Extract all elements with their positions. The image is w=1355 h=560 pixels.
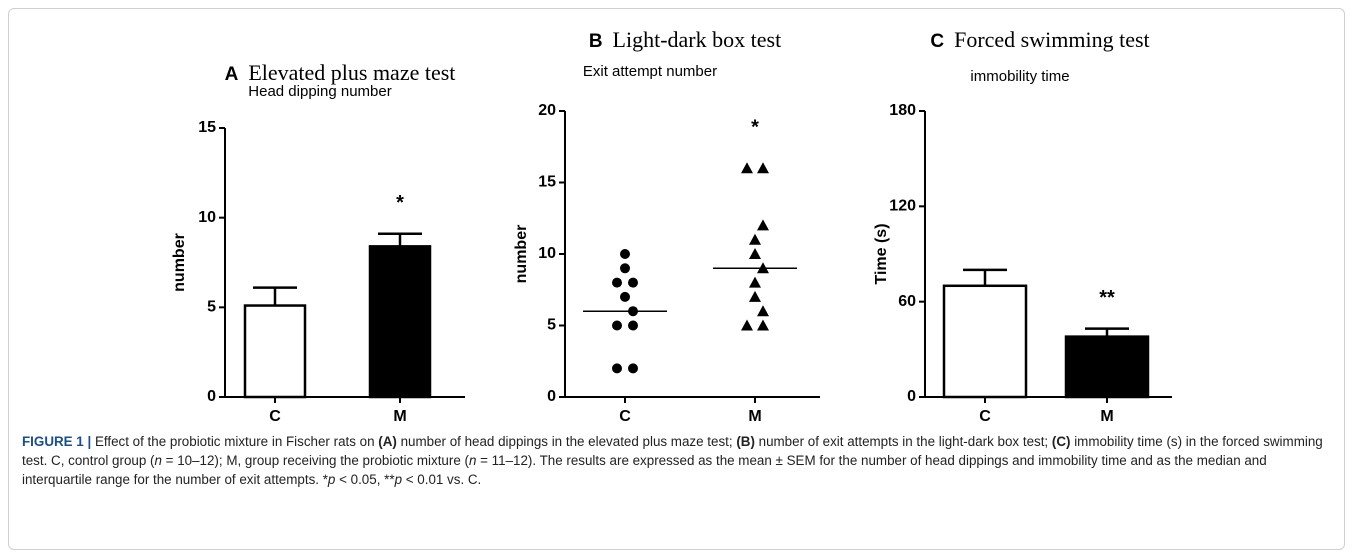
bar — [1064, 335, 1150, 399]
data-point — [620, 263, 630, 274]
data-point — [757, 219, 769, 231]
x-tick-label: M — [748, 408, 761, 425]
data-point — [749, 233, 761, 245]
y-tick-label: 0 — [207, 388, 216, 405]
caption-text: Effect of the probiotic mixture in Fisch… — [91, 434, 379, 449]
chart-subtitle: Head dipping number — [248, 83, 391, 100]
chart-title: A Elevated plus maze test — [225, 60, 456, 85]
data-point — [741, 319, 753, 331]
y-tick-label: 60 — [898, 293, 916, 310]
x-tick-label: C — [269, 408, 281, 425]
data-point — [620, 249, 630, 259]
caption-text: (C) — [1051, 434, 1071, 449]
data-point — [620, 291, 630, 302]
figure-frame — [8, 8, 1345, 550]
y-tick-label: 5 — [547, 317, 556, 334]
y-tick-label: 180 — [889, 102, 916, 119]
caption-text: FIGURE 1 | — [22, 434, 92, 449]
caption: FIGURE 1 | Effect of the probiotic mixtu… — [22, 432, 1332, 489]
x-tick-label: M — [1100, 408, 1113, 425]
panel-letter: C — [930, 31, 944, 52]
bar — [368, 245, 432, 399]
y-axis-label: Time (s) — [873, 223, 890, 284]
significance-mark: * — [751, 116, 759, 138]
data-point — [749, 248, 761, 259]
title-text: Forced swimming test — [954, 27, 1150, 52]
caption-text: immobility time (s) in the forced swimmi… — [22, 434, 1323, 468]
x-tick-label: M — [393, 408, 406, 425]
y-tick-label: 120 — [889, 198, 916, 215]
caption-text: (B) — [736, 434, 755, 449]
data-point — [628, 277, 638, 288]
data-point — [757, 305, 769, 317]
x-tick-label: C — [619, 408, 631, 425]
panel-letter: B — [589, 31, 603, 52]
bar — [243, 304, 307, 399]
data-point — [628, 363, 638, 374]
data-point — [749, 290, 761, 302]
panel-letter: A — [225, 64, 239, 85]
significance-mark: ** — [1099, 287, 1115, 309]
data-point — [628, 320, 638, 331]
caption-text: p — [394, 472, 403, 487]
y-tick-label: 10 — [198, 209, 216, 226]
data-point — [612, 363, 622, 374]
data-point — [749, 276, 761, 288]
caption-text: n — [468, 453, 477, 468]
y-axis-label: number — [171, 233, 188, 292]
y-tick-label: 0 — [547, 388, 556, 405]
chart-subtitle: immobility time — [970, 68, 1069, 85]
title-text: Light-dark box test — [613, 27, 782, 52]
caption-text: < 0.05, ** — [335, 472, 395, 487]
caption-text: < 0.01 vs. C. — [402, 472, 482, 487]
bar — [942, 284, 1028, 399]
y-axis-label: number — [513, 225, 530, 284]
y-tick-label: 10 — [538, 245, 556, 262]
caption-text: (A) — [378, 434, 397, 449]
significance-mark: * — [396, 192, 404, 214]
data-point — [612, 320, 622, 331]
data-point — [757, 162, 769, 174]
data-point — [741, 162, 753, 174]
y-tick-label: 15 — [198, 119, 216, 136]
caption-text: number of exit attempts in the light-dar… — [754, 434, 1052, 449]
chart-title: B Light-dark box test — [589, 27, 781, 52]
caption-text: = 10–12); M, group receiving the probiot… — [161, 453, 469, 468]
caption-text: = 11–12). The results are expressed as t… — [22, 453, 1267, 487]
y-tick-label: 0 — [907, 388, 916, 405]
caption-text: n — [154, 453, 162, 468]
y-tick-label: 5 — [207, 299, 216, 316]
title-text: Elevated plus maze test — [248, 60, 455, 85]
caption-text: p — [327, 472, 336, 487]
y-tick-label: 15 — [538, 174, 556, 191]
chart-subtitle: Exit attempt number — [583, 63, 717, 80]
y-tick-label: 20 — [538, 102, 556, 119]
data-point — [757, 319, 769, 331]
caption-text: number of head dippings in the elevated … — [396, 434, 737, 449]
data-point — [612, 277, 622, 288]
chart-title: C Forced swimming test — [930, 27, 1149, 52]
x-tick-label: C — [979, 408, 991, 425]
